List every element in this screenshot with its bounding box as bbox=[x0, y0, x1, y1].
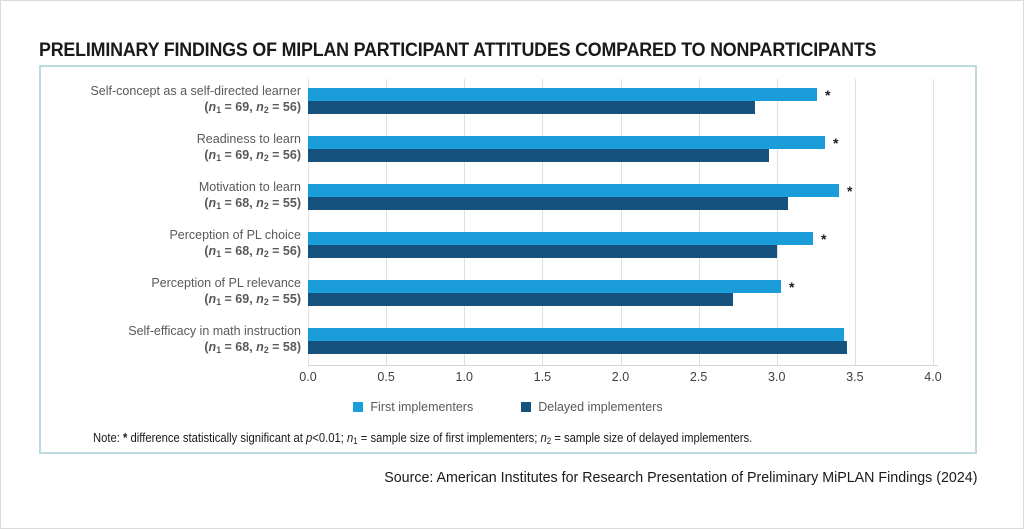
bar-delayed-implementers bbox=[308, 245, 777, 258]
note-text-inner: Note: * difference statistically signifi… bbox=[93, 431, 752, 446]
bar-first-implementers bbox=[308, 136, 825, 149]
x-tick-label: 3.5 bbox=[846, 370, 864, 384]
gridline bbox=[542, 79, 544, 365]
significance-asterisk: * bbox=[789, 279, 795, 295]
x-tick-label: 0.0 bbox=[299, 370, 317, 384]
bar-first-implementers bbox=[308, 280, 781, 293]
gridline bbox=[776, 79, 778, 365]
gridline bbox=[854, 79, 856, 365]
note-segment: 2 bbox=[546, 436, 552, 447]
category-sample-sizes: (n1 = 68, n2 = 55) bbox=[204, 196, 301, 212]
significance-asterisk: * bbox=[821, 231, 827, 247]
category-sample-sizes: (n1 = 69, n2 = 56) bbox=[204, 100, 301, 116]
note-segment: difference statistically significant at bbox=[127, 431, 307, 445]
chart-title: PRELIMINARY FINDINGS OF MIPLAN PARTICIPA… bbox=[39, 27, 930, 64]
category-label: Motivation to learn (n1 = 68, n2 = 55) bbox=[47, 179, 301, 214]
bar-delayed-implementers bbox=[308, 101, 755, 114]
legend-swatch-icon bbox=[521, 402, 532, 412]
legend-label: Delayed implementers bbox=[538, 400, 663, 414]
note-segment: n bbox=[540, 431, 547, 445]
plot-area: * * * * * bbox=[308, 79, 951, 365]
chart-panel: Self-concept as a self-directed learner (… bbox=[39, 65, 977, 454]
category-name: Motivation to learn bbox=[198, 180, 301, 194]
bar-delayed-implementers bbox=[308, 293, 733, 306]
note-segment: 1 bbox=[353, 436, 358, 447]
gridline bbox=[464, 79, 466, 365]
x-tick-label: 4.0 bbox=[924, 370, 942, 384]
legend-label: First implementers bbox=[370, 400, 474, 414]
bar-delayed-implementers bbox=[308, 341, 847, 354]
bar-delayed-implementers bbox=[308, 149, 769, 162]
x-tick-label: 2.0 bbox=[611, 370, 630, 384]
legend-swatch-icon bbox=[353, 402, 364, 412]
gridline bbox=[698, 79, 700, 365]
x-tick-label: 1.5 bbox=[533, 370, 552, 384]
x-tick-label: 3.0 bbox=[768, 370, 786, 384]
note-segment: p bbox=[306, 431, 313, 445]
significance-asterisk: * bbox=[825, 87, 831, 103]
note-segment: Note: bbox=[93, 431, 124, 445]
bar-first-implementers bbox=[308, 88, 817, 101]
gridline bbox=[933, 79, 934, 365]
category-label: Readiness to learn (n1 = 69, n2 = 56) bbox=[47, 131, 301, 166]
category-label: Perception of PL relevance (n1 = 69, n2 =… bbox=[47, 275, 301, 310]
category-name: Self-concept as a self-directed learner bbox=[90, 84, 301, 98]
bar-first-implementers bbox=[308, 184, 839, 197]
category-name: Perception of PL relevance bbox=[151, 276, 301, 290]
significance-asterisk: * bbox=[833, 135, 839, 151]
note-text: Note: * difference statistically signifi… bbox=[93, 429, 825, 447]
chart-legend: First implementers Delayed implementers bbox=[41, 400, 975, 414]
chart-title-text: PRELIMINARY FINDINGS OF MIPLAN PARTICIPA… bbox=[39, 40, 877, 61]
bar-delayed-implementers bbox=[308, 197, 788, 210]
category-name: Readiness to learn bbox=[196, 132, 301, 146]
category-sample-sizes: (n1 = 68, n2 = 56) bbox=[204, 244, 301, 260]
bar-first-implementers bbox=[308, 328, 844, 341]
category-labels: Self-concept as a self-directed learner (… bbox=[47, 79, 301, 365]
source-line: Source: American Institutes for Research… bbox=[353, 469, 977, 487]
note-segment: = sample size of delayed implementers. bbox=[551, 431, 753, 445]
category-label: Perception of PL choice (n1 = 68, n2 = 56… bbox=[47, 227, 301, 262]
x-tick-label: 1.0 bbox=[455, 370, 473, 384]
legend-item: First implementers bbox=[353, 400, 473, 414]
x-tick-label: 0.5 bbox=[377, 370, 395, 384]
note-segment: * bbox=[123, 431, 128, 445]
note-segment: n bbox=[347, 431, 354, 445]
category-label: Self-concept as a self-directed learner (… bbox=[47, 83, 301, 118]
x-axis-ticks: 0.0 0.5 1.0 1.5 2.0 2.5 3.0 3.5 4.0 bbox=[41, 370, 975, 388]
category-sample-sizes: (n1 = 69, n2 = 55) bbox=[204, 292, 301, 308]
x-tick-label: 2.5 bbox=[689, 370, 708, 384]
gridline bbox=[386, 79, 388, 365]
category-sample-sizes: (n1 = 69, n2 = 56) bbox=[204, 148, 301, 164]
category-name: Perception of PL choice bbox=[169, 228, 301, 242]
gridline bbox=[620, 79, 622, 365]
note-segment: = sample size of first implementers; bbox=[357, 431, 541, 445]
category-label: Self-efficacy in math instruction (n1 = 6… bbox=[47, 323, 301, 358]
note-segment: <0.01; bbox=[312, 431, 348, 445]
bar-first-implementers bbox=[308, 232, 813, 245]
x-axis-line bbox=[308, 365, 938, 366]
significance-asterisk: * bbox=[847, 183, 853, 199]
gridline bbox=[308, 79, 309, 365]
source-text: Source: American Institutes for Research… bbox=[383, 469, 977, 486]
category-sample-sizes: (n1 = 68, n2 = 58) bbox=[204, 340, 301, 356]
category-name: Self-efficacy in math instruction bbox=[128, 324, 301, 338]
legend-item: Delayed implementers bbox=[521, 400, 663, 414]
